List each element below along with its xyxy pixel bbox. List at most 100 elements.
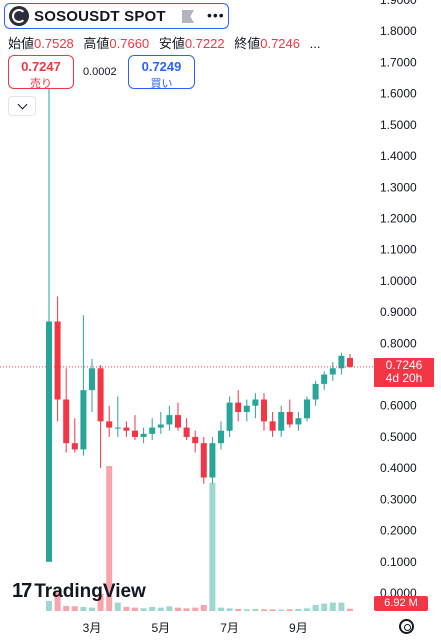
- low-value: 0.7222: [184, 36, 225, 51]
- sell-label: 売り: [30, 78, 52, 90]
- volume-bar: [106, 466, 113, 611]
- y-tick-label: 1.0000: [380, 274, 417, 288]
- tradingview-logo[interactable]: 17 TradingView: [12, 580, 146, 603]
- candle-body: [123, 427, 130, 431]
- candle-body: [278, 411, 285, 431]
- candle-body: [157, 424, 164, 428]
- low-label: 安値: [158, 36, 185, 51]
- y-tick-label: 1.8000: [380, 24, 417, 38]
- candle-body: [338, 355, 345, 369]
- candle-body: [114, 427, 121, 429]
- x-tick-label: 7月: [220, 621, 239, 635]
- candle-body: [183, 427, 190, 437]
- candle-body: [252, 399, 259, 406]
- volume-bar: [329, 602, 336, 611]
- candle-body: [80, 390, 87, 450]
- close-label: 終値: [234, 36, 261, 51]
- volume-bar: [295, 608, 302, 611]
- volume-bar: [243, 609, 250, 611]
- candle-body: [106, 421, 113, 428]
- volume-bar: [226, 608, 233, 611]
- volume-bar: [123, 606, 130, 611]
- candle-body: [321, 374, 328, 384]
- volume-bar: [235, 608, 242, 611]
- candle-body: [132, 430, 138, 437]
- collapse-legend-button[interactable]: [8, 96, 36, 116]
- volume-bar: [183, 608, 190, 611]
- y-tick-label: 1.3000: [380, 180, 417, 194]
- volume-bar: [312, 604, 319, 611]
- candles-layer: [46, 87, 353, 562]
- volume-bar: [63, 605, 70, 611]
- volume-bar: [149, 606, 156, 611]
- y-tick-label: 1.2000: [380, 211, 417, 225]
- y-tick-label: 0.5000: [380, 430, 417, 444]
- candle-body: [312, 383, 319, 400]
- y-tick-label: 1.7000: [380, 55, 417, 69]
- candle-body: [304, 399, 310, 419]
- candle-body: [329, 368, 336, 375]
- flag-icon[interactable]: [182, 10, 194, 23]
- candle-body: [347, 358, 353, 367]
- x-tick-label: 9月: [289, 621, 308, 635]
- y-tick-label: 0.1000: [380, 555, 417, 569]
- y-tick-label: 1.5000: [380, 118, 417, 132]
- logo-text: TradingView: [34, 580, 146, 602]
- volume-bar: [209, 482, 216, 611]
- volume-bar: [252, 608, 259, 611]
- symbol-selector[interactable]: SOSOUSDT SPOT •••: [4, 3, 229, 29]
- volume-bar: [321, 603, 328, 611]
- candle-body: [269, 421, 276, 431]
- volume-bar: [89, 607, 95, 611]
- y-tick-label: 0.6000: [380, 399, 417, 413]
- volume-bar: [80, 606, 87, 611]
- volume-bar: [269, 609, 276, 611]
- ohlc-more[interactable]: ...: [309, 36, 321, 51]
- candle-body: [71, 443, 78, 450]
- volume-layer: [46, 466, 353, 611]
- volume-bar: [97, 594, 104, 611]
- buy-price: 0.7249: [141, 59, 182, 74]
- volume-bar: [71, 606, 78, 611]
- volume-bar: [218, 607, 224, 611]
- high-label: 高値: [83, 36, 110, 51]
- candle-body: [218, 430, 224, 444]
- candle-body: [149, 427, 156, 434]
- volume-bar: [192, 607, 199, 611]
- volume-bar: [304, 608, 310, 611]
- y-tick-label: 1.9000: [380, 0, 417, 7]
- volume-bar: [200, 604, 207, 611]
- sell-button[interactable]: 0.7247 売り: [8, 55, 74, 90]
- more-options-icon[interactable]: •••: [207, 7, 225, 23]
- open-label: 始値: [8, 36, 35, 51]
- symbol-logo-icon: [9, 6, 29, 26]
- candle-body: [46, 321, 52, 562]
- candle-body: [200, 443, 207, 478]
- chevron-down-icon: [17, 99, 27, 110]
- candle-body: [89, 368, 95, 391]
- candle-body: [295, 418, 302, 425]
- y-tick-label: 0.2000: [380, 524, 417, 538]
- y-tick-label: 0.3000: [380, 492, 417, 506]
- volume-bar: [347, 608, 353, 611]
- y-tick-label: 1.4000: [380, 149, 417, 163]
- candle-body: [286, 411, 293, 425]
- volume-bar: [166, 606, 173, 611]
- x-tick-label: 3月: [83, 621, 102, 635]
- candle-body: [235, 402, 242, 412]
- volume-bar: [114, 602, 121, 611]
- buy-button[interactable]: 0.7249 買い: [128, 55, 195, 90]
- candle-body: [226, 402, 233, 431]
- volume-bar: [338, 602, 345, 611]
- candle-body: [140, 433, 147, 437]
- buy-label: 買い: [150, 78, 173, 90]
- y-tick-label: 1.6000: [380, 87, 417, 101]
- sell-price: 0.7247: [21, 59, 61, 74]
- y-tick-label: 0.9000: [380, 305, 417, 319]
- ohlc-legend: 始値0.7528 高値0.7660 安値0.7222 終値0.7246 ...: [8, 33, 320, 52]
- settings-icon[interactable]: [399, 619, 414, 634]
- open-value: 0.7528: [34, 36, 74, 51]
- candle-body: [192, 436, 199, 444]
- spread-value: 0.0002: [83, 66, 117, 78]
